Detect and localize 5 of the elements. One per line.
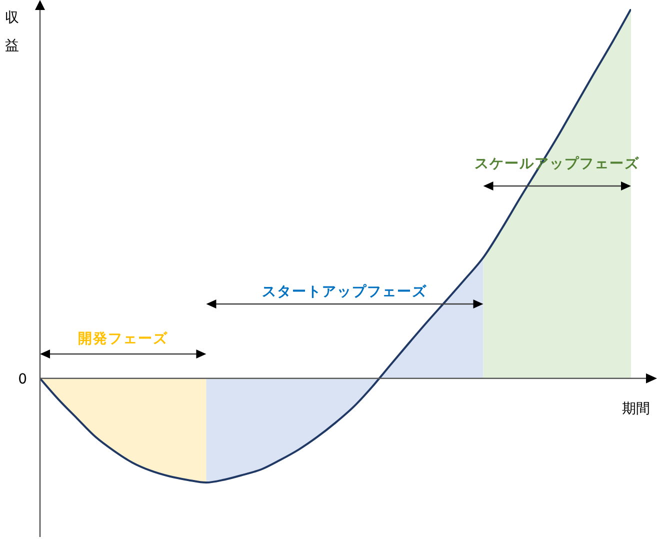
x-axis-title: 期間 xyxy=(622,401,650,417)
annotation: 開発フェーズ xyxy=(78,331,168,347)
text: 0 xyxy=(18,371,27,388)
annotation: スタートアップフェーズ xyxy=(262,283,428,300)
y-axis-title: 収益 xyxy=(5,10,19,54)
